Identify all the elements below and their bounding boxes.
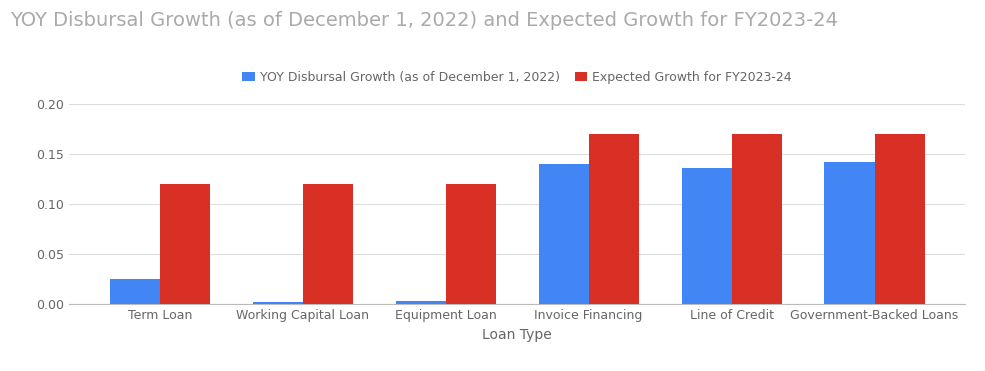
X-axis label: Loan Type: Loan Type	[483, 328, 552, 342]
Bar	[589, 134, 638, 304]
Bar	[109, 279, 160, 304]
Text: YOY Disbursal Growth (as of December 1, 2022) and Expected Growth for FY2023-24: YOY Disbursal Growth (as of December 1, …	[10, 11, 838, 30]
Legend: YOY Disbursal Growth (as of December 1, 2022), Expected Growth for FY2023-24: YOY Disbursal Growth (as of December 1, …	[237, 66, 797, 89]
Bar	[396, 301, 445, 304]
Bar	[302, 184, 353, 304]
Bar	[682, 168, 732, 304]
Bar	[252, 302, 302, 304]
Bar	[445, 184, 495, 304]
Bar	[875, 134, 925, 304]
Bar	[160, 184, 210, 304]
Bar	[824, 162, 875, 304]
Bar	[539, 164, 589, 304]
Bar	[732, 134, 782, 304]
